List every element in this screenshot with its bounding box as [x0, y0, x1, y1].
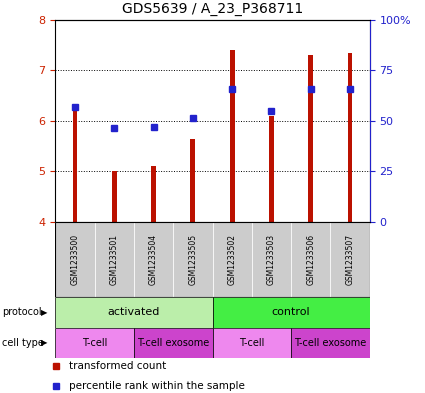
- Bar: [73, 108, 77, 222]
- Text: GSM1233501: GSM1233501: [110, 234, 119, 285]
- Bar: [55, 328, 134, 358]
- Text: GSM1233500: GSM1233500: [71, 234, 79, 285]
- Text: T-cell exosome: T-cell exosome: [137, 338, 209, 348]
- Bar: [55, 222, 94, 297]
- Bar: [112, 171, 116, 222]
- Bar: [291, 328, 370, 358]
- Text: T-cell: T-cell: [239, 338, 264, 348]
- Bar: [134, 222, 173, 297]
- Text: protocol: protocol: [2, 307, 42, 318]
- Text: transformed count: transformed count: [69, 362, 167, 371]
- Bar: [269, 116, 274, 222]
- Text: cell type: cell type: [2, 338, 44, 348]
- Bar: [309, 55, 313, 222]
- Bar: [212, 222, 252, 297]
- Text: percentile rank within the sample: percentile rank within the sample: [69, 381, 245, 391]
- Bar: [151, 166, 156, 222]
- Bar: [252, 222, 291, 297]
- Bar: [230, 50, 235, 222]
- Bar: [134, 328, 212, 358]
- Bar: [190, 139, 195, 222]
- Text: activated: activated: [108, 307, 160, 318]
- Text: GSM1233506: GSM1233506: [306, 234, 315, 285]
- Text: T-cell: T-cell: [82, 338, 107, 348]
- Text: T-cell exosome: T-cell exosome: [294, 338, 366, 348]
- Text: GSM1233505: GSM1233505: [188, 234, 197, 285]
- Bar: [291, 222, 331, 297]
- Bar: [94, 222, 134, 297]
- Bar: [331, 222, 370, 297]
- Bar: [212, 328, 291, 358]
- Text: ▶: ▶: [41, 308, 48, 317]
- Text: GSM1233504: GSM1233504: [149, 234, 158, 285]
- Text: GSM1233507: GSM1233507: [346, 234, 354, 285]
- Text: control: control: [272, 307, 310, 318]
- Bar: [55, 297, 212, 328]
- Bar: [173, 222, 212, 297]
- Title: GDS5639 / A_23_P368711: GDS5639 / A_23_P368711: [122, 2, 303, 16]
- Text: GSM1233503: GSM1233503: [267, 234, 276, 285]
- Text: ▶: ▶: [41, 338, 48, 347]
- Text: GSM1233502: GSM1233502: [228, 234, 237, 285]
- Bar: [212, 297, 370, 328]
- Bar: [348, 53, 352, 222]
